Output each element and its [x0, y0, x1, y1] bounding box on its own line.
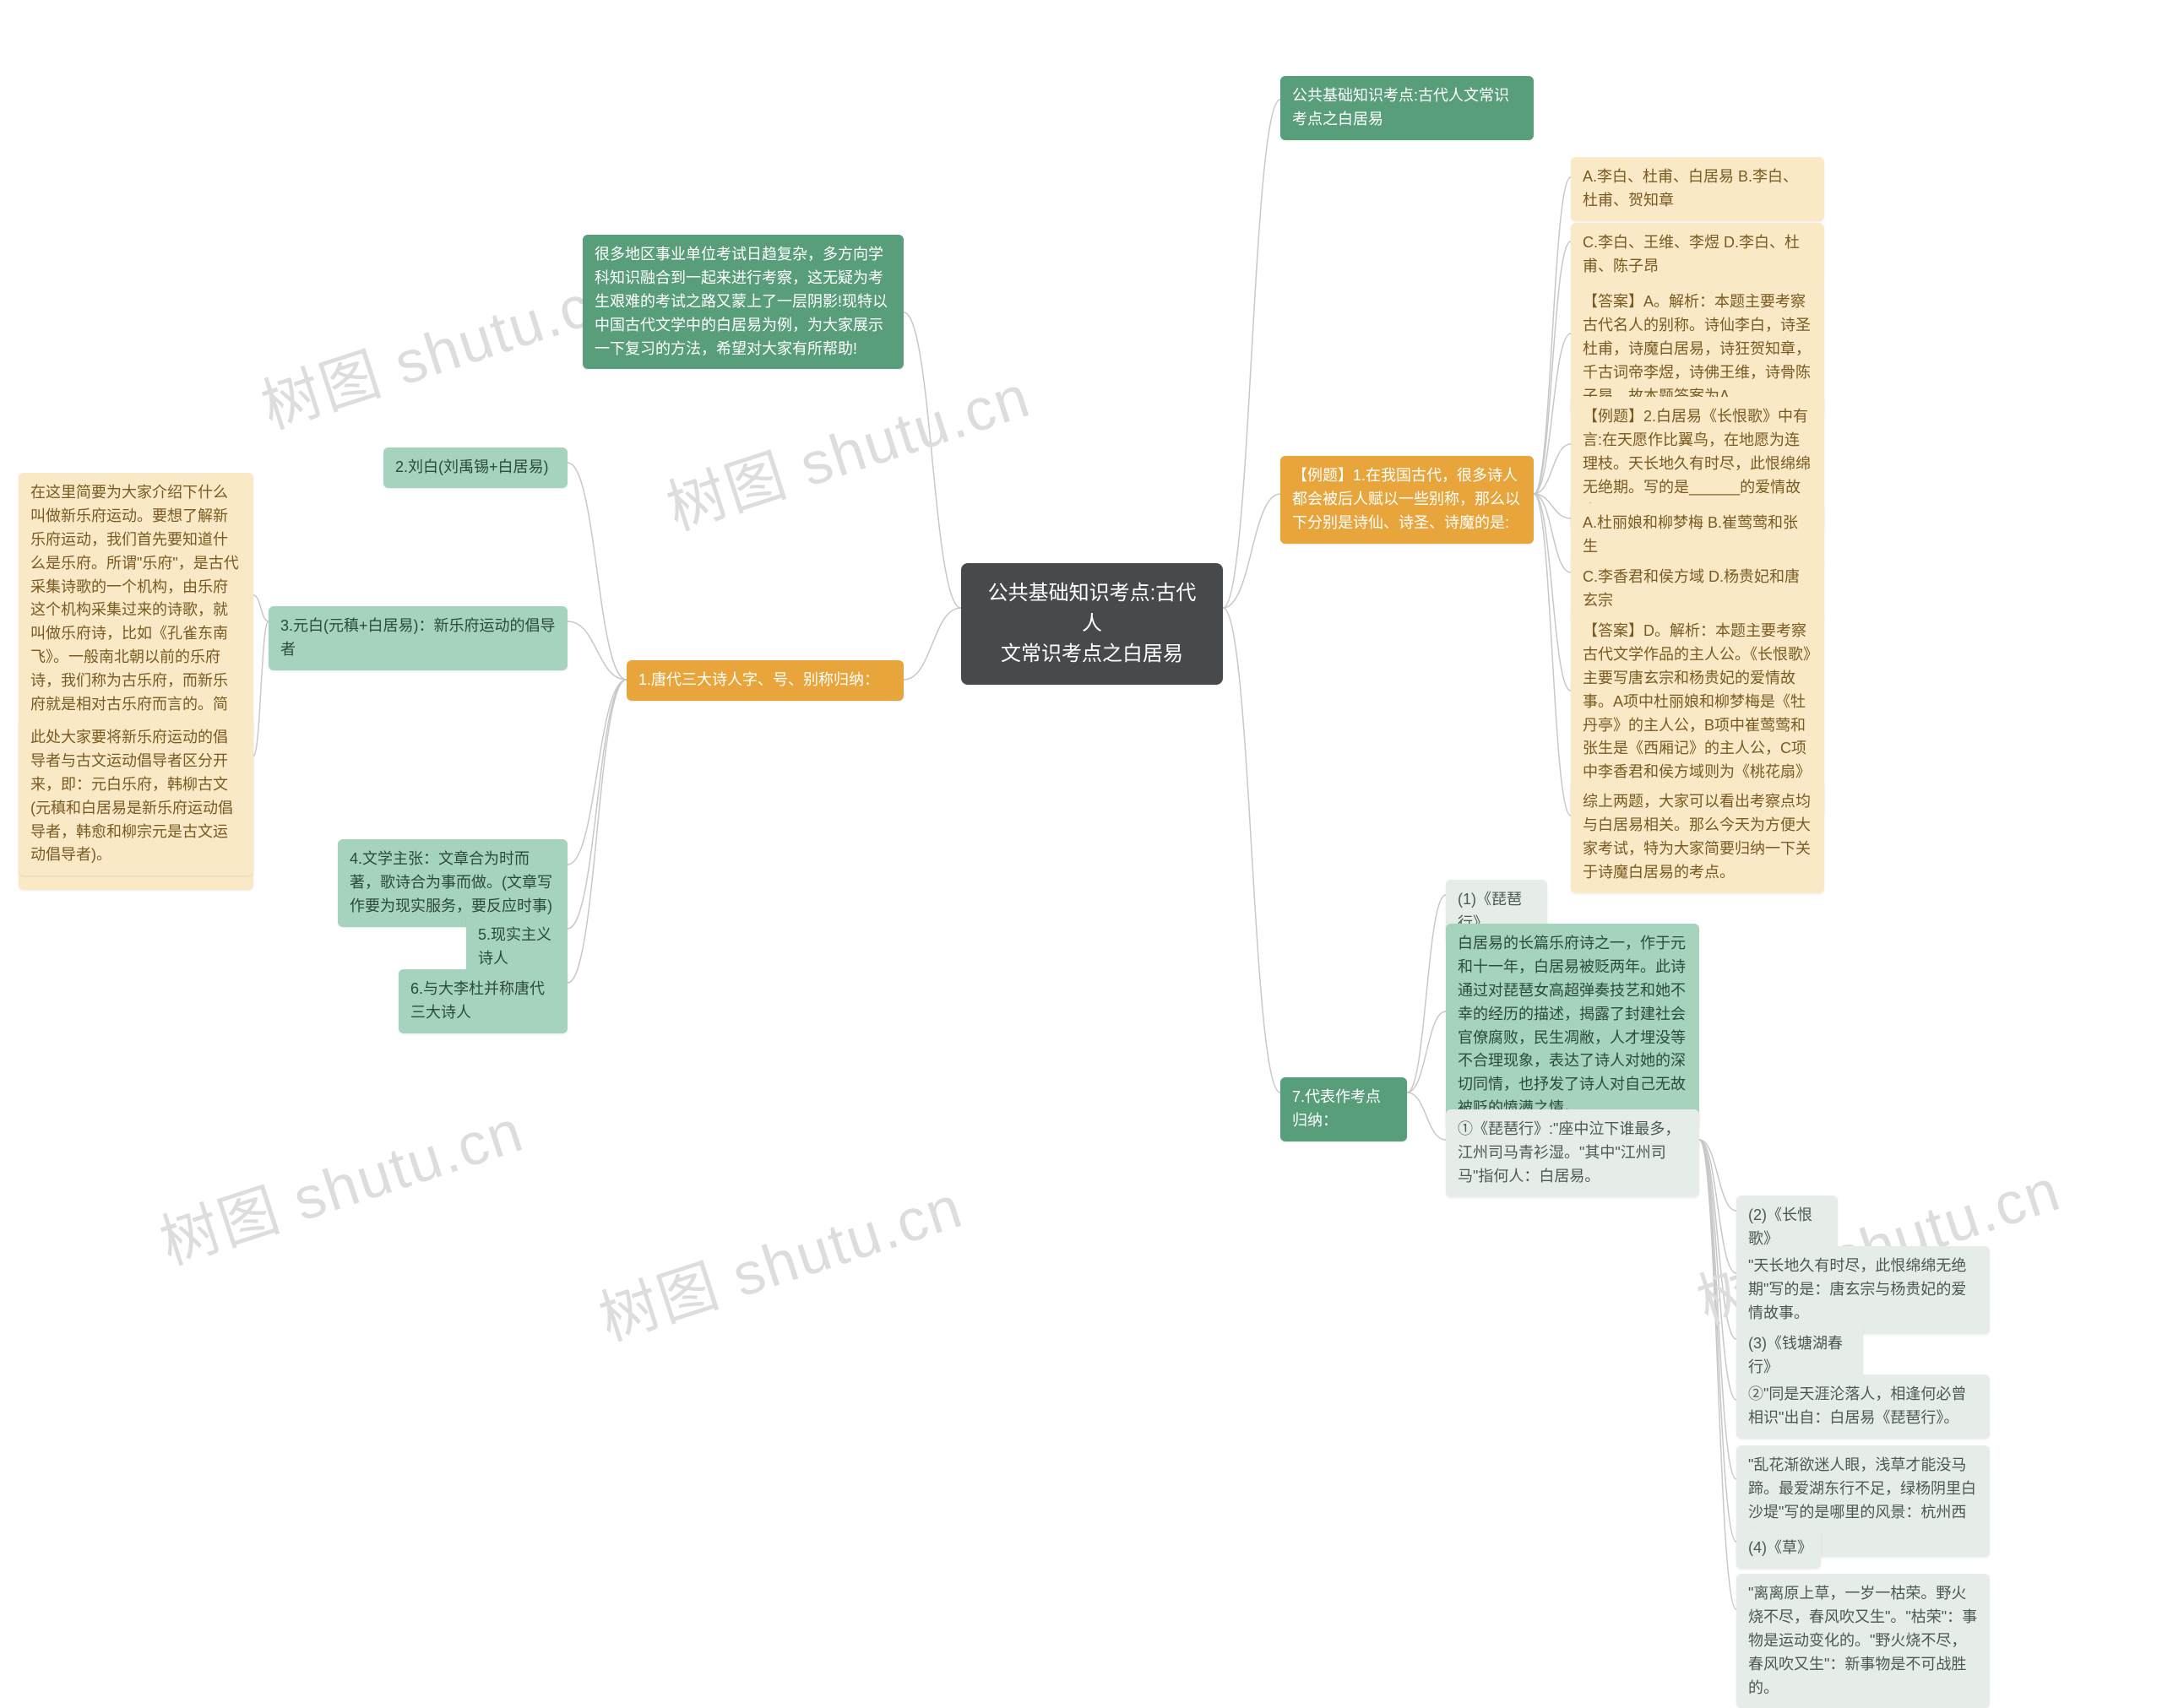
watermark: 树图 shutu.cn [148, 1084, 532, 1282]
mindmap-node: 3.元白(元稹+白居易)：新乐府运动的倡导者 [269, 606, 568, 670]
mindmap-node: 6.与大李杜并称唐代三大诗人 [399, 969, 568, 1033]
mindmap-node: ②"同是天涯沦落人，相逢何必曾相识"出自：白居易《琵琶行》。 [1736, 1375, 1990, 1439]
mindmap-node: 此处大家要将新乐府运动的倡导者与古文运动倡导者区分开来，即：元白乐府，韩柳古文(… [19, 718, 253, 876]
mindmap-node: ①《琵琶行》:"座中泣下谁最多，江州司马青衫湿。"其中"江州司马"指何人：白居易… [1446, 1109, 1699, 1197]
mindmap-node: (4)《草》 [1736, 1528, 1821, 1569]
watermark: 树图 shutu.cn [655, 350, 1039, 547]
mindmap-node: 4.文学主张：文章合为时而著，歌诗合为事而做。(文章写作要为现实服务，要反应时事… [338, 839, 568, 927]
mindmap-node: "离离原上草，一岁一枯荣。野火烧不尽，春风吹又生"。"枯荣"：事物是运动变化的。… [1736, 1574, 1990, 1708]
root-node: 公共基础知识考点:古代人文常识考点之白居易 [961, 563, 1223, 685]
root-text: 公共基础知识考点:古代人文常识考点之白居易 [988, 582, 1197, 665]
watermark: 树图 shutu.cn [249, 248, 633, 446]
watermark: 树图 shutu.cn [587, 1160, 971, 1358]
mindmap-node: C.李白、王维、李煜 D.李白、杜甫、陈子昂 [1571, 223, 1824, 287]
mindmap-node: 很多地区事业单位考试日趋复杂，多方向学科知识融合到一起来进行考察，这无疑为考生艰… [583, 235, 904, 369]
mindmap-node: 公共基础知识考点:古代人文常识考点之白居易 [1280, 76, 1534, 140]
mindmap-node: A.李白、杜甫、白居易 B.李白、杜甫、贺知章 [1571, 157, 1824, 221]
mindmap-node: "天长地久有时尽，此恨绵绵无绝期"写的是：唐玄宗与杨贵妃的爱情故事。 [1736, 1246, 1990, 1334]
mindmap-node: 白居易的长篇乐府诗之一，作于元和十一年，白居易被贬两年。此诗通过对琵琶女高超弹奏… [1446, 924, 1699, 1129]
mindmap-node: 2.刘白(刘禹锡+白居易) [383, 447, 568, 488]
mindmap-node: 综上两题，大家可以看出考察点均与白居易相关。那么今天为方便大家考试，特为大家简要… [1571, 782, 1824, 893]
mindmap-node: 1.唐代三大诗人字、号、别称归纳： [627, 660, 904, 701]
mindmap-node: 7.代表作考点归纳： [1280, 1077, 1407, 1141]
mindmap-node: 【例题】1.在我国古代，很多诗人都会被后人赋以一些别称，那么以下分别是诗仙、诗圣… [1280, 456, 1534, 544]
